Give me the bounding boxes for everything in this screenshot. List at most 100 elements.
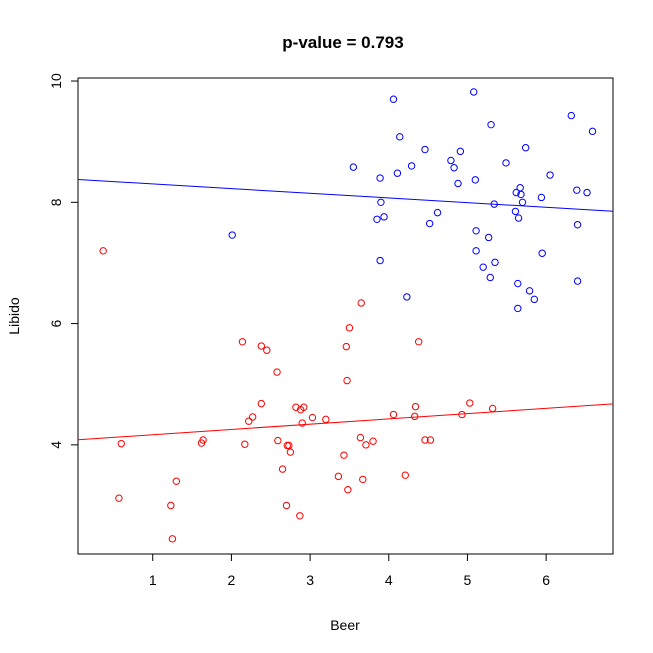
data-point-series-2 [414,338,423,346]
data-point-series-1 [456,147,465,156]
data-point-series-2 [421,436,429,444]
data-point-series-2 [248,413,257,421]
data-point-series-1 [454,179,462,188]
data-point-series-2 [172,477,181,485]
x-tick-label: 2 [228,572,236,588]
data-point-series-1 [487,120,495,129]
data-point-series-1 [530,295,539,304]
data-point-series-1 [376,174,384,182]
data-point-series-1 [396,133,404,141]
data-point-series-1 [472,247,480,255]
data-point-series-2 [466,399,474,407]
data-point-series-1 [228,231,236,239]
data-point-series-1 [471,176,480,184]
data-point-series-2 [257,342,266,350]
data-point-series-1 [514,304,522,313]
data-point-series-1 [376,256,384,265]
data-point-series-1 [472,227,480,235]
data-point-series-1 [537,193,546,202]
data-point-series-2 [334,472,343,481]
data-point-series-2 [356,433,365,442]
data-point-series-2 [340,451,348,459]
data-point-series-2 [286,448,295,456]
data-point-series-1 [546,171,554,179]
data-point-series-2 [296,512,304,520]
data-point-series-1 [573,221,582,229]
x-tick-label: 5 [464,572,472,588]
data-point-series-2 [488,404,497,413]
data-point-series-1 [377,198,385,207]
data-point-series-2 [245,417,253,425]
data-point-series-2 [342,342,350,351]
data-point-series-2 [263,346,271,354]
data-point-series-2 [357,299,365,307]
data-point-series-1 [573,277,582,285]
data-point-series-1 [407,162,416,170]
data-point-series-1 [502,159,510,167]
data-point-series-2 [426,436,435,444]
data-point-series-2 [389,410,398,419]
data-point-series-1 [583,188,591,197]
data-point-series-2 [278,465,287,473]
data-point-series-2 [322,415,330,424]
y-tick-label: 6 [48,319,64,327]
data-point-series-1 [525,287,534,295]
regression-line-2 [78,403,613,441]
data-point-series-2 [298,419,306,427]
x-axis-label: Beer [330,617,360,633]
data-point-series-2 [411,412,419,421]
x-tick-label: 4 [385,572,393,588]
data-point-series-2 [274,436,282,445]
y-tick-label: 8 [48,198,64,206]
data-point-series-1 [389,95,398,103]
data-point-series-1 [470,88,478,96]
data-point-series-1 [447,156,455,165]
data-point-series-2 [199,436,207,444]
data-point-series-1 [512,188,520,197]
data-point-series-1 [538,249,546,257]
data-point-series-1 [450,164,458,172]
data-point-series-1 [373,215,381,223]
chart-title: p-value = 0.793 [282,33,403,52]
data-point-series-1 [511,207,520,216]
data-point-series-2 [282,501,291,510]
data-point-series-1 [380,213,388,221]
data-point-series-1 [588,127,597,136]
data-point-series-2 [345,324,354,332]
data-point-series-1 [516,184,524,192]
data-point-series-1 [490,200,498,208]
data-point-series-2 [308,413,317,422]
data-point-series-2 [117,439,125,448]
data-point-series-1 [567,111,576,120]
regression-line-1 [78,178,613,212]
data-point-series-2 [241,440,249,448]
data-point-series-1 [486,273,494,282]
data-point-series-1 [514,214,523,222]
data-point-series-2 [411,402,420,411]
data-point-series-1 [514,279,522,288]
x-tick-label: 3 [306,572,314,588]
data-point-series-2 [273,368,281,376]
data-point-series-1 [433,208,442,217]
data-point-series-1 [521,144,530,152]
data-point-series-2 [401,471,409,479]
data-point-series-1 [349,163,358,171]
data-point-series-2 [344,486,352,494]
data-point-series-1 [479,263,487,271]
data-point-series-2 [168,535,177,543]
y-axis-label: Libido [6,297,22,335]
data-point-series-2 [167,501,175,510]
y-axis: 4 6 8 10 [48,73,78,449]
data-point-series-2 [458,410,466,419]
data-point-series-2 [369,437,377,445]
data-point-series-2 [362,441,370,449]
data-point-series-1 [491,258,499,267]
data-point-series-1 [573,186,581,194]
data-point-series-1 [403,293,411,301]
data-point-series-1 [518,198,527,207]
data-point-series-2 [257,399,266,408]
plot-frame [77,77,614,555]
data-point-series-2 [115,494,123,502]
data-point-series-2 [285,441,293,450]
